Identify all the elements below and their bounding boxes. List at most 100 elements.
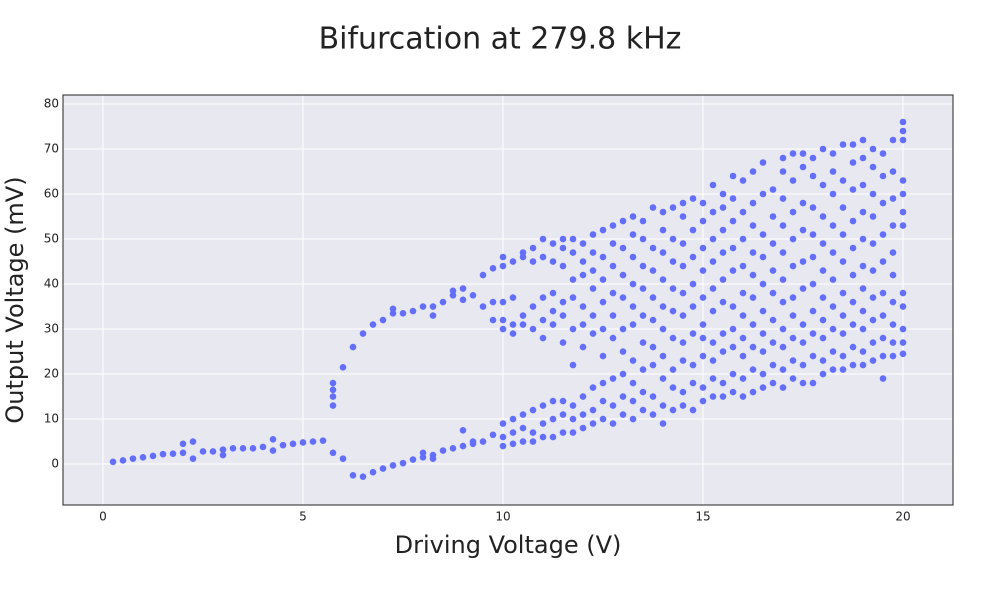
point: [559, 312, 567, 319]
point: [559, 411, 567, 418]
point: [789, 334, 797, 342]
point: [589, 231, 597, 238]
point: [559, 339, 567, 346]
point: [659, 402, 667, 409]
point: [899, 350, 907, 358]
point: [789, 375, 797, 382]
point: [679, 289, 687, 297]
point: [219, 446, 227, 453]
point: [599, 226, 607, 234]
point: [639, 366, 647, 373]
plot-area: [63, 95, 953, 505]
point: [559, 397, 567, 405]
point: [659, 208, 667, 216]
point: [679, 240, 687, 247]
point: [809, 253, 817, 261]
point: [659, 249, 667, 256]
point: [609, 334, 617, 342]
point: [879, 150, 887, 157]
point: [579, 271, 587, 279]
point: [729, 217, 737, 225]
point: [669, 258, 677, 265]
point: [569, 415, 577, 423]
point: [749, 294, 757, 301]
point: [729, 172, 737, 180]
point: [849, 244, 857, 252]
point: [879, 375, 887, 382]
point: [749, 249, 757, 256]
point: [619, 294, 627, 301]
point: [649, 204, 657, 211]
point: [539, 402, 547, 409]
point: [629, 379, 637, 387]
point: [759, 159, 767, 166]
point: [609, 222, 617, 229]
point: [799, 258, 807, 265]
point: [889, 271, 897, 279]
point: [689, 253, 697, 261]
point: [749, 388, 757, 396]
point: [499, 298, 507, 306]
point: [499, 253, 507, 261]
point: [639, 262, 647, 270]
point: [669, 406, 677, 414]
point: [659, 226, 667, 234]
point: [669, 366, 677, 373]
point: [569, 402, 577, 409]
point: [429, 303, 437, 310]
point: [529, 325, 537, 333]
point: [589, 312, 597, 319]
point: [729, 195, 737, 202]
point: [819, 145, 827, 153]
point: [779, 154, 787, 162]
point: [719, 348, 727, 355]
point: [329, 402, 337, 409]
point: [379, 465, 387, 472]
point: [459, 442, 467, 450]
y-tick-label: 40: [44, 277, 59, 291]
point: [879, 352, 887, 360]
point: [899, 208, 907, 216]
point: [479, 303, 487, 310]
point: [399, 459, 407, 467]
point: [509, 429, 517, 436]
point: [119, 457, 127, 464]
point: [749, 366, 757, 373]
point: [819, 357, 827, 364]
point: [359, 330, 367, 337]
point: [789, 150, 797, 157]
point: [429, 312, 437, 319]
point: [529, 406, 537, 414]
point: [439, 298, 447, 306]
y-tick-label: 50: [44, 232, 59, 246]
point: [759, 348, 767, 355]
point: [719, 249, 727, 256]
point: [309, 438, 317, 445]
point: [859, 208, 867, 216]
point: [709, 307, 717, 315]
point: [649, 267, 657, 274]
point: [739, 235, 747, 243]
point: [519, 249, 527, 256]
point: [479, 271, 487, 279]
point: [539, 420, 547, 427]
point: [899, 127, 907, 135]
point: [809, 307, 817, 315]
point: [679, 388, 687, 396]
point: [799, 285, 807, 292]
point: [269, 435, 277, 443]
point: [509, 294, 517, 301]
point: [559, 262, 567, 270]
point: [679, 312, 687, 319]
point: [719, 204, 727, 211]
point: [519, 411, 527, 418]
point: [849, 159, 857, 166]
point: [869, 240, 877, 247]
point: [429, 451, 437, 459]
point: [569, 361, 577, 369]
point: [709, 357, 717, 364]
point: [659, 352, 667, 360]
point: [659, 325, 667, 333]
point: [699, 244, 707, 252]
point: [879, 172, 887, 180]
